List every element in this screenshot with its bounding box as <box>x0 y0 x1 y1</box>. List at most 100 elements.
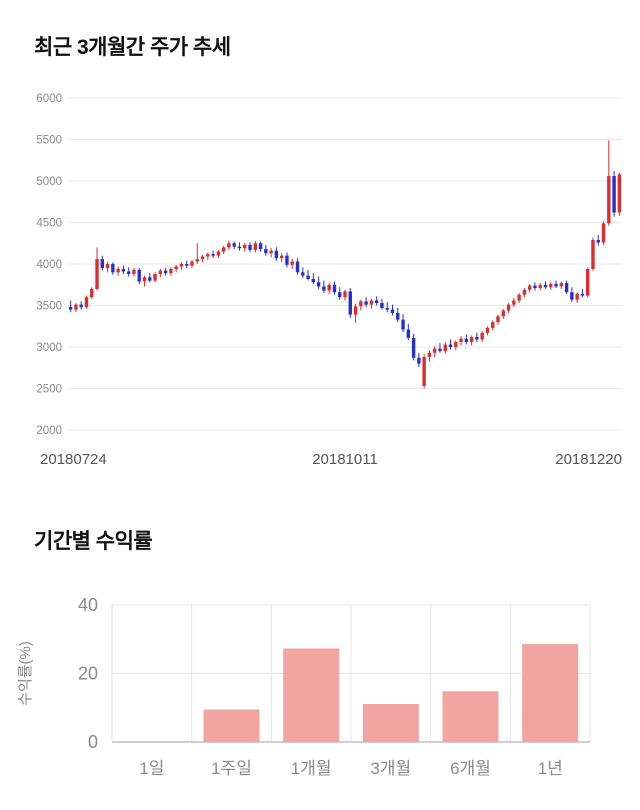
candle-body <box>264 249 268 254</box>
bar <box>203 709 260 742</box>
bar <box>442 691 499 742</box>
category-label: 1년 <box>538 759 563 778</box>
y-tick-label: 4000 <box>36 259 62 271</box>
candle-body <box>169 268 173 274</box>
candle-body <box>438 348 442 352</box>
candle-body <box>411 337 416 358</box>
candle-body <box>475 337 479 340</box>
category-label: 1개월 <box>291 759 332 778</box>
candle-body <box>406 329 411 338</box>
y-tick-label: 2500 <box>36 384 62 396</box>
candle-body <box>512 300 516 305</box>
candle-body <box>506 304 511 311</box>
candle-body <box>79 304 83 308</box>
candle-body <box>591 239 595 269</box>
returns-bar-chart: 0 20 40 1일 1주일 1개월 3개월 6개월 1년 수익률(%) <box>17 595 591 778</box>
candle-body <box>554 283 558 287</box>
candle-body <box>364 301 368 305</box>
candle-body <box>396 312 400 320</box>
candle-body <box>369 300 374 305</box>
candle-body <box>148 277 152 281</box>
candle-body <box>100 259 104 269</box>
category-label: 6개월 <box>450 759 491 778</box>
candle-body <box>538 284 542 289</box>
candle-body <box>301 272 305 276</box>
candle-body <box>258 243 263 250</box>
candlestick-chart: 2000 2500 3000 3500 4000 4500 5000 5500 6000 2018… <box>36 93 622 468</box>
candle-body <box>306 275 310 279</box>
candle-body <box>243 244 247 249</box>
candle-body <box>322 286 326 291</box>
y-tick-label: 6000 <box>36 93 62 105</box>
candle-body <box>390 309 395 313</box>
candle-body <box>227 243 231 248</box>
candle-body <box>221 247 226 252</box>
candle-body <box>253 243 258 250</box>
candle-body <box>311 278 316 283</box>
candle-body <box>206 254 210 257</box>
candle-body <box>142 277 147 282</box>
candle-body <box>607 176 611 224</box>
candle-body <box>74 304 78 310</box>
candle-body <box>601 223 606 243</box>
category-label: 3개월 <box>370 759 411 778</box>
y-tick-label: 4500 <box>36 218 62 230</box>
candle-body <box>121 268 126 272</box>
y-tick-label: 0 <box>88 732 98 752</box>
candle-body <box>586 268 590 296</box>
candle-body <box>116 268 120 273</box>
candle-body <box>332 284 337 293</box>
candle-body <box>285 255 289 265</box>
y-tick-label: 3500 <box>36 301 62 313</box>
candle-body <box>316 282 321 287</box>
candle-body <box>480 332 484 340</box>
candle-body <box>279 255 284 259</box>
candle-body <box>95 259 99 289</box>
y-tick-label: 20 <box>78 664 98 684</box>
candle-body <box>459 338 463 343</box>
candle-body <box>211 254 215 256</box>
x-axis-label-start: 20180724 <box>40 451 107 468</box>
candle-body <box>137 269 141 282</box>
candle-body <box>380 303 384 308</box>
candle-body <box>216 251 221 256</box>
candle-body <box>190 261 194 266</box>
candle-body <box>517 294 521 301</box>
candle-body <box>295 261 300 273</box>
candle-body <box>543 284 548 288</box>
y-tick-label: 5000 <box>36 176 62 188</box>
candle-body <box>432 348 437 353</box>
candle-body <box>90 288 94 298</box>
candle-body <box>200 256 205 260</box>
candle-body <box>105 264 110 269</box>
candle-body <box>158 270 163 274</box>
candle-body <box>338 292 342 298</box>
y-tick-label: 5500 <box>36 135 62 147</box>
y-tick-label: 3000 <box>36 342 62 354</box>
x-axis-label-middle: 20181011 <box>312 451 378 468</box>
candle-body <box>422 356 426 387</box>
bar <box>362 703 419 742</box>
candle-body <box>290 261 294 265</box>
candle-body <box>195 259 199 262</box>
candle-body <box>612 176 616 213</box>
candle-body <box>343 291 347 298</box>
candle-body <box>570 292 574 300</box>
candle-body <box>348 291 352 315</box>
candle-body <box>353 306 358 315</box>
category-label: 1일 <box>139 759 164 778</box>
candle-body <box>549 283 553 288</box>
y-tick-label: 40 <box>78 595 98 615</box>
candle-body <box>126 271 131 274</box>
candle-body <box>68 307 73 310</box>
candle-body <box>174 266 178 269</box>
candle-body <box>559 283 564 287</box>
candle-body <box>454 342 458 347</box>
candle-body <box>385 307 389 310</box>
candle-body <box>501 310 505 317</box>
candle-body <box>596 239 600 243</box>
candle-body <box>132 269 136 274</box>
candle-body <box>464 338 469 343</box>
category-label: 1주일 <box>211 759 252 778</box>
